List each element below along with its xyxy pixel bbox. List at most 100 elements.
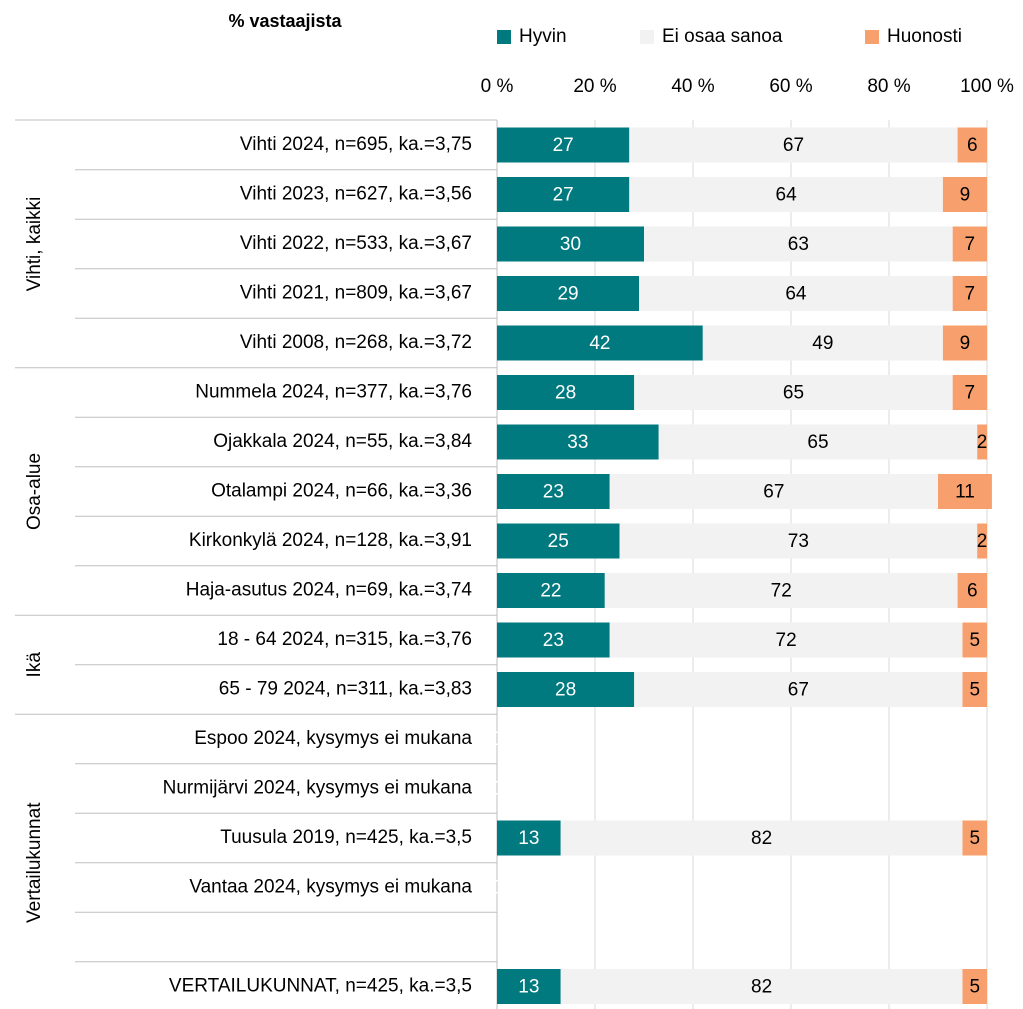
data-label: 65	[807, 432, 828, 453]
category-label: Haja-asutus 2024, n=69, ka.=3,74	[186, 580, 473, 601]
data-label: 82	[751, 977, 772, 998]
bar-segment	[604, 573, 958, 608]
data-label: 23	[543, 630, 564, 651]
bar-segment	[962, 672, 987, 707]
data-label: 29	[557, 284, 578, 305]
bar-segment	[629, 127, 958, 163]
category-label: Espoo 2024, kysymys ei mukana	[194, 728, 472, 749]
data-label: 22	[540, 581, 561, 602]
x-tick-label: 60 %	[769, 76, 812, 97]
data-label: 67	[783, 135, 804, 156]
bar-segment	[629, 177, 943, 212]
bar-segment	[497, 424, 659, 460]
x-tick-label: 0 %	[481, 76, 514, 97]
group-label: Ikä	[24, 652, 45, 678]
legend-label: Ei osaa sanoa	[662, 26, 783, 47]
group-label: Osa-alue	[24, 453, 45, 530]
data-label: 9	[960, 185, 971, 206]
bar-segment	[497, 672, 635, 707]
bar-segment	[619, 523, 978, 559]
category-label: Nurmijärvi 2024, kysymys ei mukana	[163, 778, 473, 799]
legend-swatch	[865, 30, 879, 44]
data-label: 72	[776, 630, 797, 651]
data-label: 64	[785, 284, 807, 305]
legend-swatch	[497, 30, 511, 44]
bar-segment	[957, 573, 987, 608]
bar-segment	[497, 622, 610, 658]
data-label: 5	[969, 828, 980, 849]
bar-segment	[609, 474, 938, 509]
data-label: 73	[788, 531, 809, 552]
category-label: Otalampi 2024, n=66, ka.=3,36	[211, 481, 472, 502]
bar-segment	[644, 226, 953, 262]
bar-segment	[938, 474, 992, 509]
bar-segment	[639, 276, 953, 311]
category-label: Nummela 2024, n=377, ka.=3,76	[195, 382, 472, 403]
bar-segment	[634, 672, 963, 707]
category-label: 18 - 64 2024, n=315, ka.=3,76	[217, 629, 472, 650]
bar-segment	[952, 276, 987, 311]
category-label: Vihti 2008, n=268, ka.=3,72	[240, 332, 472, 353]
x-tick-label: 100 %	[960, 76, 1014, 97]
bar-segment	[962, 820, 987, 856]
category-label: Kirkonkylä 2024, n=128, ka.=3,91	[189, 530, 472, 551]
bar-segment	[942, 325, 987, 361]
data-label: 64	[776, 185, 798, 206]
bar-segment	[497, 226, 644, 262]
bar-segment	[962, 969, 987, 1004]
data-label: 27	[553, 185, 574, 206]
bar-segment	[560, 969, 963, 1004]
data-label: 30	[560, 234, 581, 255]
x-tick-label: 80 %	[867, 76, 910, 97]
category-label: Vihti 2021, n=809, ka.=3,67	[240, 283, 472, 304]
data-label: 7	[965, 284, 976, 305]
data-label: 6	[967, 581, 978, 602]
category-label: Vihti 2022, n=533, ka.=3,67	[240, 233, 472, 254]
data-label: 2	[977, 432, 988, 453]
legend-label: Hyvin	[519, 26, 567, 47]
data-label: 23	[543, 482, 564, 503]
bar-segment	[658, 424, 978, 460]
x-tick-label: 20 %	[573, 76, 616, 97]
data-label: 82	[751, 828, 772, 849]
data-label: 5	[969, 680, 980, 701]
data-label: 6	[967, 135, 978, 156]
bar-segment	[497, 325, 703, 361]
category-label: Vihti 2023, n=627, ka.=3,56	[240, 184, 472, 205]
bar-segment	[977, 523, 987, 559]
bar-segment	[497, 573, 605, 608]
data-label: 72	[771, 581, 792, 602]
data-label: 7	[965, 383, 976, 404]
data-label: 7	[965, 234, 976, 255]
data-label: 27	[553, 135, 574, 156]
bar-segment	[497, 276, 640, 311]
data-label: 25	[548, 531, 569, 552]
data-label: 13	[518, 977, 539, 998]
bar-segment	[497, 969, 561, 1004]
group-label: Vihti, kaikki	[24, 197, 45, 292]
x-tick-label: 40 %	[671, 76, 714, 97]
data-label: 67	[788, 680, 809, 701]
data-label: 49	[812, 333, 833, 354]
bar-segment	[957, 127, 987, 163]
bar-segment	[609, 622, 963, 658]
data-label: 0	[492, 729, 503, 750]
data-label: 5	[969, 977, 980, 998]
category-label: 65 - 79 2024, n=311, ka.=3,83	[219, 679, 472, 700]
legend-swatch	[640, 30, 654, 44]
bar-segment	[634, 375, 953, 410]
bar-segment	[497, 177, 630, 212]
bar-segment	[942, 177, 987, 212]
data-label: 0	[492, 779, 503, 800]
data-label: 42	[589, 333, 610, 354]
bar-segment	[952, 226, 987, 262]
data-label: 0	[492, 878, 503, 899]
bar-segment	[497, 127, 630, 163]
category-label: Vihti 2024, n=695, ka.=3,75	[240, 134, 472, 155]
data-label: 67	[763, 482, 784, 503]
data-label: 33	[567, 432, 588, 453]
category-label: VERTAILUKUNNAT, n=425, ka.=3,5	[169, 976, 472, 997]
data-label: 63	[788, 234, 809, 255]
data-label: 13	[518, 828, 539, 849]
